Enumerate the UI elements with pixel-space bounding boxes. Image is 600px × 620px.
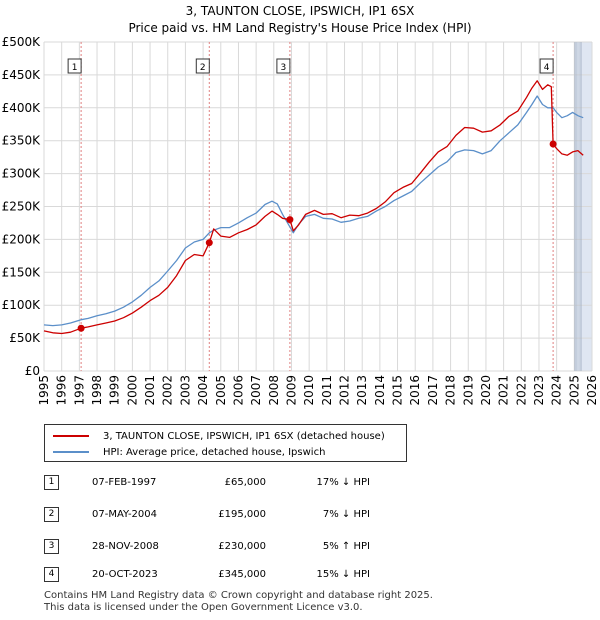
hpi-difference: 7% ↓ HPI [322,509,370,520]
legend-swatch-hpi [53,451,89,453]
x-tick-label: 2025 [567,375,581,406]
sale-price: £345,000 [218,569,266,580]
table-row: 3 28-NOV-2008 £230,000 5% ↑ HPI [0,539,600,559]
hpi-difference: 5% ↑ HPI [322,541,370,552]
sale-marker-badge [539,58,554,74]
marker-badge: 3 [44,539,59,554]
y-tick-label: £200K [2,232,42,246]
y-tick-label: £50K [9,331,41,345]
sale-marker-badge [276,58,291,74]
y-tick-label: £450K [2,68,42,82]
x-tick-label: 2005 [214,375,228,406]
legend-item-property: 3, TAUNTON CLOSE, IPSWICH, IP1 6SX (deta… [53,428,385,444]
x-tick-label: 2002 [161,375,175,406]
x-tick-label: 2012 [338,375,352,406]
x-tick-label: 1999 [108,375,122,406]
footer-licence: This data is licensed under the Open Gov… [44,602,363,613]
table-row: 4 20-OCT-2023 £345,000 15% ↓ HPI [0,567,600,587]
sale-point [549,140,557,148]
y-tick-label: £100K [2,298,42,312]
table-row: 2 07-MAY-2004 £195,000 7% ↓ HPI [0,507,600,527]
y-tick-label: £0 [25,364,40,378]
sale-point [205,239,213,247]
legend-swatch-property [53,435,89,437]
x-tick-label: 2006 [231,375,245,406]
sale-point [77,324,85,332]
x-tick-label: 2014 [373,375,387,406]
y-tick-label: £350K [2,134,42,148]
sale-marker-label: 2 [200,63,206,73]
x-tick-label: 2016 [408,375,422,406]
legend: 3, TAUNTON CLOSE, IPSWICH, IP1 6SX (deta… [44,424,407,462]
hpi-line [43,95,584,327]
x-tick-label: 2019 [461,375,475,406]
x-tick-label: 2023 [532,375,546,406]
sale-price: £65,000 [224,477,266,488]
table-row: 1 07-FEB-1997 £65,000 17% ↓ HPI [0,475,600,495]
x-tick-label: 2013 [355,375,369,406]
marker-badge: 2 [44,507,59,522]
sale-marker-label: 4 [544,63,550,73]
x-tick-label: 2000 [125,375,139,406]
legend-label-property: 3, TAUNTON CLOSE, IPSWICH, IP1 6SX (deta… [103,430,385,442]
x-tick-label: 1996 [55,375,69,406]
x-tick-label: 2010 [302,375,316,406]
sale-price: £195,000 [218,509,266,520]
legend-item-hpi: HPI: Average price, detached house, Ipsw… [53,444,325,460]
x-tick-label: 2024 [550,375,564,406]
marker-badge: 4 [44,567,59,582]
sale-date: 28-NOV-2008 [92,541,159,552]
sale-date: 20-OCT-2023 [92,569,158,580]
price-chart: £0 £50K £100K £150K £200K £250K £300K £350K £400… [2,35,599,406]
sale-point [286,216,294,224]
footer-copyright: Contains HM Land Registry data © Crown c… [44,590,433,601]
x-tick-label: 2022 [514,375,528,406]
sale-marker-badge [195,58,210,74]
y-tick-label: £400K [2,101,42,115]
x-tick-label: 1995 [37,375,51,406]
x-tick-label: 1998 [90,375,104,406]
x-tick-label: 2003 [178,375,192,406]
y-tick-label: £300K [2,167,42,181]
x-tick-label: 2017 [426,375,440,406]
x-tick-label: 2021 [497,375,511,406]
x-tick-label: 2004 [196,375,210,406]
sale-date: 07-FEB-1997 [92,477,157,488]
sale-marker-label: 3 [281,63,287,73]
legend-label-hpi: HPI: Average price, detached house, Ipsw… [103,446,326,458]
x-tick-label: 2007 [249,375,263,406]
y-tick-label: £150K [2,265,42,279]
y-tick-label: £250K [2,200,42,214]
hpi-difference: 15% ↓ HPI [316,569,370,580]
sale-marker-badge [67,58,82,74]
x-tick-label: 2018 [444,375,458,406]
sale-marker-label: 1 [72,63,78,73]
sale-price: £230,000 [218,541,266,552]
x-tick-label: 2008 [267,375,281,406]
x-tick-label: 2009 [284,375,298,406]
marker-badge: 1 [44,475,59,490]
x-tick-label: 2011 [320,375,334,406]
hpi-difference: 17% ↓ HPI [316,477,370,488]
chart-title: 3, TAUNTON CLOSE, IPSWICH, IP1 6SX [185,4,415,18]
y-tick-label: £500K [2,35,42,49]
x-tick-label: 2015 [391,375,405,406]
sale-date: 07-MAY-2004 [92,509,158,520]
property-price-line [43,80,584,335]
x-tick-label: 2020 [479,375,493,406]
chart-subtitle: Price paid vs. HM Land Registry's House … [128,21,472,35]
x-tick-label: 2026 [585,375,599,406]
x-tick-label: 2001 [143,375,157,406]
x-tick-label: 1997 [72,375,86,406]
